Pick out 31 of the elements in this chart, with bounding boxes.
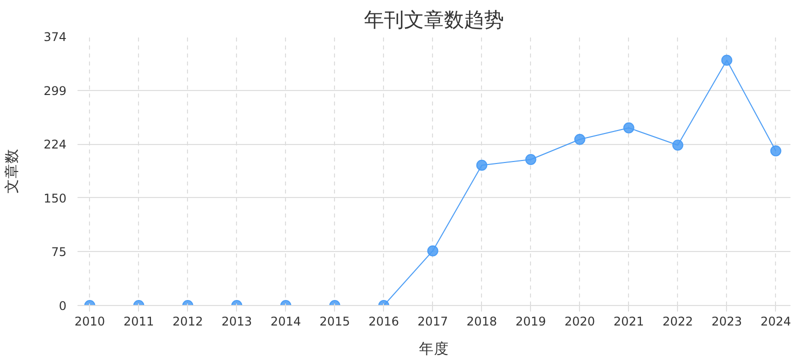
y-axis-title: 文章数	[4, 148, 21, 194]
x-axis-title: 年度	[419, 340, 449, 358]
point	[721, 54, 732, 66]
y-tick-label: 75	[51, 245, 67, 260]
x-tick-label: 2022	[662, 314, 694, 328]
chart-title: 年刊文章数趋势	[364, 8, 504, 32]
point	[623, 122, 634, 134]
y-tick-label: 150	[44, 191, 66, 206]
x-tick-label: 2010	[74, 314, 106, 328]
y-tick-label: 374	[44, 30, 66, 44]
x-tick-label: 2011	[123, 314, 154, 328]
point	[770, 145, 782, 156]
x-tick-label: 2019	[516, 314, 546, 328]
y-tick-label: 224	[44, 138, 66, 152]
point	[574, 134, 586, 145]
y-tick-label: 0	[58, 299, 67, 313]
x-tick-label: 2023	[712, 314, 742, 328]
x-tick-label: 2018	[466, 314, 498, 328]
point	[525, 154, 536, 165]
x-tick-label: 2024	[760, 314, 792, 328]
x-tick-label: 2017	[418, 314, 448, 328]
x-tick-label: 2021	[614, 314, 644, 328]
x-tick-label: 2015	[320, 314, 350, 328]
y-tick-label: 299	[44, 84, 66, 98]
point	[672, 140, 684, 151]
point	[476, 160, 488, 171]
x-tick-label: 2012	[172, 314, 204, 328]
x-tick-label: 2020	[564, 314, 596, 328]
x-tick-label: 2014	[270, 314, 302, 328]
x-tick-label: 2013	[221, 314, 252, 328]
x-tick-label: 2016	[368, 314, 400, 328]
